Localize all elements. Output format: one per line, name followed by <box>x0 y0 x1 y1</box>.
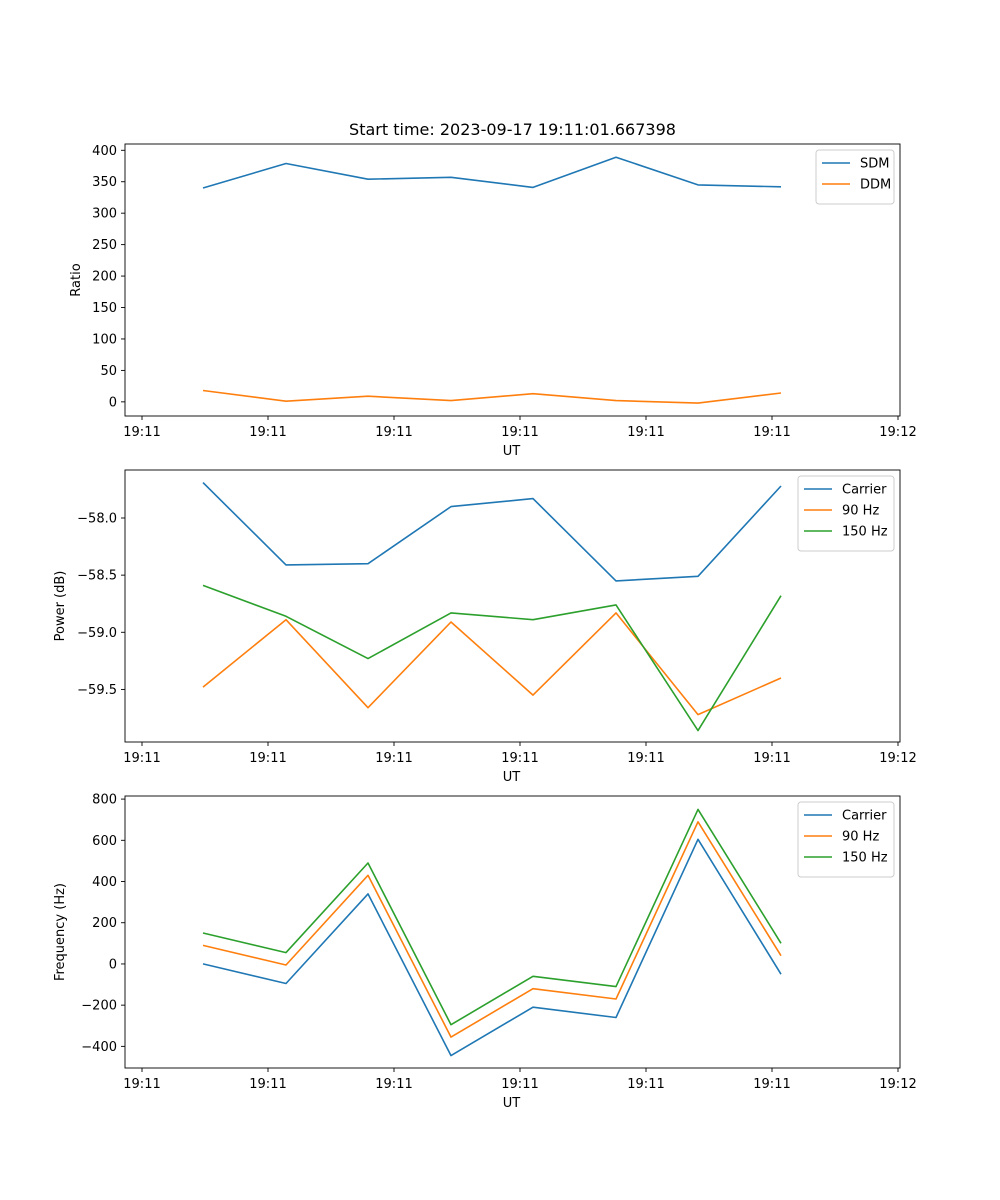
series-line-150-hz <box>202 808 782 1026</box>
x-tick-label: 19:12 <box>879 1077 916 1092</box>
chart-title: Start time: 2023-09-17 19:11:01.667398 <box>349 120 676 139</box>
series-line-sdm <box>202 156 782 189</box>
x-tick-label: 19:11 <box>249 425 286 440</box>
y-tick-label: 0 <box>109 395 117 410</box>
legend-label: Carrier <box>842 809 887 824</box>
x-tick-label: 19:11 <box>375 751 412 766</box>
y-tick-label: −58.5 <box>77 569 117 584</box>
y-tick-label: 350 <box>92 175 117 190</box>
legend-box <box>797 475 895 552</box>
y-tick-label: 250 <box>92 238 117 253</box>
legend-label: 90 Hz <box>842 830 879 845</box>
y-axis-label: Frequency (Hz) <box>53 883 68 981</box>
legend-label: 150 Hz <box>842 525 888 540</box>
x-tick-label: 19:11 <box>249 1077 286 1092</box>
x-tick-label: 19:11 <box>627 1077 664 1092</box>
x-tick-label: 19:11 <box>753 425 790 440</box>
legend-label: 150 Hz <box>842 851 888 866</box>
y-tick-label: −59.5 <box>77 683 117 698</box>
x-tick-label: 19:12 <box>879 751 916 766</box>
series-line-carrier <box>202 482 782 582</box>
y-tick-label: 200 <box>92 916 117 931</box>
y-tick-label: 50 <box>100 364 117 379</box>
frequency-panel: 19:11 19:11 19:11 19:11 19:11 19:11 19:12 UT −40… <box>53 793 917 1111</box>
y-axis-label: Ratio <box>69 263 84 296</box>
y-tick-label: 100 <box>92 332 117 347</box>
y-axis-label: Power (dB) <box>53 571 68 642</box>
legend-label: SDM <box>860 157 889 172</box>
x-tick-label: 19:11 <box>753 1077 790 1092</box>
x-tick-label: 19:11 <box>501 751 538 766</box>
x-tick-label: 19:11 <box>501 1077 538 1092</box>
axes-frame <box>124 795 901 1069</box>
y-tick-label: −400 <box>81 1040 117 1055</box>
x-tick-label: 19:11 <box>249 751 286 766</box>
x-tick-label: 19:11 <box>123 1077 160 1092</box>
x-tick-label: 19:11 <box>123 425 160 440</box>
legend-label: 90 Hz <box>842 504 879 519</box>
legend-box <box>797 801 895 878</box>
y-tick-label: 800 <box>92 793 117 808</box>
series-line-ddm <box>202 389 782 404</box>
y-tick-label: 0 <box>109 957 117 972</box>
power-panel: 19:11 19:11 19:11 19:11 19:11 19:11 19:12 UT −58… <box>53 469 917 785</box>
y-tick-label: 300 <box>92 207 117 222</box>
y-tick-label: 600 <box>92 834 117 849</box>
series-line-90-hz <box>202 612 782 716</box>
series-line-carrier <box>202 838 782 1057</box>
y-tick-label: −200 <box>81 999 117 1014</box>
x-tick-label: 19:11 <box>501 425 538 440</box>
y-tick-label: 200 <box>92 270 117 285</box>
x-tick-label: 19:11 <box>753 751 790 766</box>
legend-label: Carrier <box>842 483 887 498</box>
y-tick-label: −59.0 <box>77 626 117 641</box>
x-tick-label: 19:11 <box>123 751 160 766</box>
axes-frame <box>124 143 901 417</box>
y-tick-label: 400 <box>92 875 117 890</box>
x-tick-label: 19:12 <box>879 425 916 440</box>
y-tick-label: −58.0 <box>77 512 117 527</box>
x-tick-label: 19:11 <box>627 751 664 766</box>
ratio-panel: Start time: 2023-09-17 19:11:01.667398 19… <box>69 120 917 459</box>
axes-frame <box>124 469 901 743</box>
y-tick-label: 400 <box>92 144 117 159</box>
series-line-150-hz <box>202 584 782 732</box>
legend-label: DDM <box>860 178 891 193</box>
x-axis-label: UT <box>503 444 521 459</box>
x-axis-label: UT <box>503 770 521 785</box>
x-tick-label: 19:11 <box>375 1077 412 1092</box>
x-tick-label: 19:11 <box>375 425 412 440</box>
x-axis-label: UT <box>503 1096 521 1111</box>
series-line-90-hz <box>202 820 782 1038</box>
x-tick-label: 19:11 <box>627 425 664 440</box>
y-tick-label: 150 <box>92 301 117 316</box>
